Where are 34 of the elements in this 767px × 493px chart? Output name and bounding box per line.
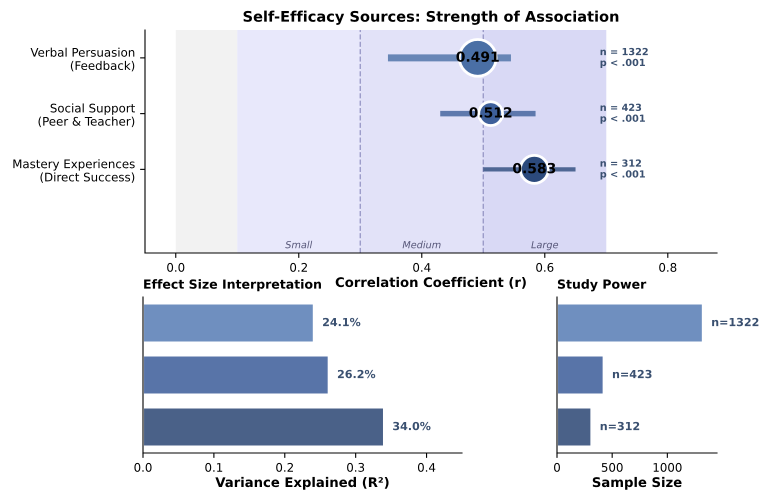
x-tick-label: 0.0 — [134, 462, 152, 472]
x-tick-label: 0.1 — [205, 462, 222, 472]
data-label: 24.1% — [323, 318, 360, 326]
band-label: Medium — [402, 240, 441, 248]
annotation: n = 423 p < .001 — [600, 104, 645, 124]
x-tick-label: 500 — [602, 462, 623, 472]
x-axis-title: Variance Explained (R²) — [215, 476, 389, 490]
x-tick-label: 1000 — [654, 462, 682, 472]
chart-title: Effect Size Interpretation — [144, 279, 321, 292]
data-label: n=1322 — [712, 318, 758, 326]
x-tick-label: 0.3 — [347, 462, 364, 472]
x-axis-title: Sample Size — [592, 476, 682, 490]
x-tick-label: 0 — [554, 462, 560, 472]
x-tick-label: 0.2 — [290, 262, 307, 272]
x-tick-label: 0.6 — [536, 262, 554, 272]
data-label: n=312 — [600, 422, 640, 430]
x-tick-label: 0.4 — [413, 262, 430, 272]
chart-title: Study Power — [558, 279, 646, 292]
chart-title: Self-Efficacy Sources: Strength of Association — [244, 10, 618, 25]
data-label: n=423 — [612, 370, 652, 378]
annotation: n = 1322 p < .001 — [600, 48, 648, 68]
annotation: n = 312 p < .001 — [600, 159, 645, 180]
band-label: Large — [531, 241, 558, 250]
x-tick-label: 0.4 — [418, 462, 436, 472]
data-label: 34.0% — [393, 422, 431, 430]
x-tick-label: 0.2 — [276, 462, 293, 472]
y-tick-label: Social Support (Peer & Teacher) — [38, 103, 135, 128]
y-tick-label: Mastery Experiences (Direct Success) — [13, 159, 135, 183]
x-tick-label: 0.8 — [659, 262, 676, 272]
y-tick-label: Verbal Persuasion (Feedback) — [30, 48, 134, 72]
x-axis-title: Correlation Coefficient (r) — [336, 276, 526, 289]
x-tick-label: 0.0 — [167, 262, 184, 272]
band-label: Small — [285, 240, 312, 248]
data-label: 26.2% — [338, 370, 376, 378]
